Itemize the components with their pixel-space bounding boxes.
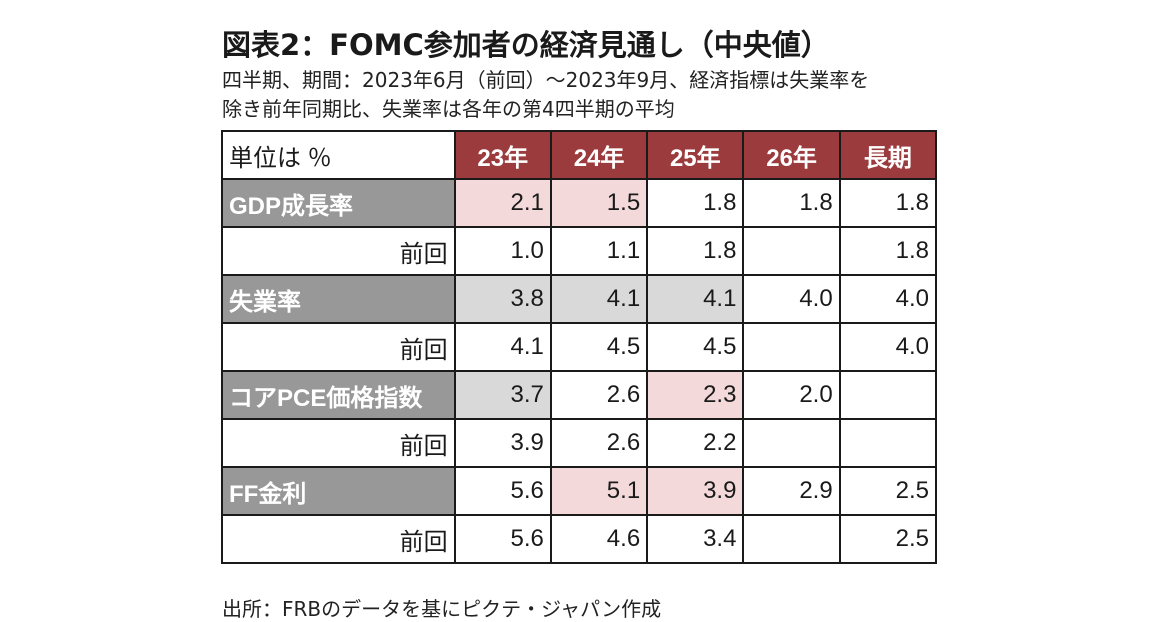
table-row: GDP成長率 2.1 1.5 1.8 1.8 1.8 [221, 178, 938, 228]
value-cell: 2.5 [838, 514, 938, 564]
value-cell [838, 418, 938, 468]
value-cell: 2.3 [646, 370, 745, 420]
value-cell [742, 514, 841, 564]
value-cell: 4.6 [549, 514, 649, 564]
value-cell: 4.1 [549, 274, 649, 324]
value-cell: 4.1 [646, 274, 745, 324]
column-header: 長期 [838, 130, 938, 180]
value-cell: 2.6 [549, 370, 649, 420]
value-cell: 1.5 [549, 178, 649, 228]
value-cell: 1.8 [646, 178, 745, 228]
value-cell: 4.0 [838, 274, 938, 324]
value-cell: 1.8 [838, 178, 938, 228]
column-header: 24年 [549, 130, 649, 180]
value-cell: 4.1 [453, 322, 552, 372]
value-cell [838, 370, 938, 420]
value-cell: 1.8 [838, 226, 938, 276]
fomc-projections-table: 単位は ％ 23年 24年 25年 26年 長期 GDP成長率 2.1 1.5 1.8… [221, 130, 938, 564]
value-cell: 4.0 [838, 322, 938, 372]
value-cell [742, 322, 841, 372]
value-cell: 5.1 [549, 466, 649, 516]
value-cell: 5.6 [453, 514, 552, 564]
value-cell: 4.0 [742, 274, 841, 324]
indicator-label: GDP成長率 [221, 178, 456, 228]
previous-label: 前回 [221, 514, 456, 564]
value-cell: 1.8 [646, 226, 745, 276]
previous-label: 前回 [221, 322, 456, 372]
value-cell: 3.9 [646, 466, 745, 516]
table-row: コアPCE価格指数 3.7 2.6 2.3 2.0 [221, 370, 938, 420]
previous-label: 前回 [221, 226, 456, 276]
figure-title: 図表2：FOMC参加者の経済見通し（中央値） [222, 28, 830, 62]
value-cell: 2.9 [742, 466, 841, 516]
table-row: 前回 3.9 2.6 2.2 [221, 418, 938, 468]
subtitle-line-1: 四半期、期間：2023年6月（前回）～2023年9月、経済指標は失業率を [222, 68, 870, 92]
value-cell: 4.5 [549, 322, 649, 372]
value-cell: 1.8 [742, 178, 841, 228]
value-cell: 2.1 [453, 178, 552, 228]
value-cell: 1.1 [549, 226, 649, 276]
column-header: 23年 [453, 130, 552, 180]
indicator-label: 失業率 [221, 274, 456, 324]
value-cell: 5.6 [453, 466, 552, 516]
value-cell: 3.9 [453, 418, 552, 468]
indicator-label: コアPCE価格指数 [221, 370, 456, 420]
table-row: 失業率 3.8 4.1 4.1 4.0 4.0 [221, 274, 938, 324]
table-row: 前回 5.6 4.6 3.4 2.5 [221, 514, 938, 564]
source-note: 出所：FRBのデータを基にピクテ・ジャパン作成 [222, 597, 662, 621]
column-header: 25年 [646, 130, 745, 180]
value-cell: 3.7 [453, 370, 552, 420]
value-cell: 2.5 [838, 466, 938, 516]
unit-label: 単位は ％ [221, 130, 456, 180]
value-cell: 2.0 [742, 370, 841, 420]
value-cell: 1.0 [453, 226, 552, 276]
value-cell [742, 418, 841, 468]
value-cell: 2.6 [549, 418, 649, 468]
value-cell: 4.5 [646, 322, 745, 372]
value-cell: 2.2 [646, 418, 745, 468]
table-row: 前回 4.1 4.5 4.5 4.0 [221, 322, 938, 372]
table-row: 前回 1.0 1.1 1.8 1.8 [221, 226, 938, 276]
table-row: FF金利 5.6 5.1 3.9 2.9 2.5 [221, 466, 938, 516]
header-row: 単位は ％ 23年 24年 25年 26年 長期 [221, 130, 938, 180]
value-cell: 3.8 [453, 274, 552, 324]
value-cell: 3.4 [646, 514, 745, 564]
value-cell [742, 226, 841, 276]
indicator-label: FF金利 [221, 466, 456, 516]
previous-label: 前回 [221, 418, 456, 468]
subtitle-line-2: 除き前年同期比、失業率は各年の第4四半期の平均 [222, 97, 675, 121]
column-header: 26年 [742, 130, 841, 180]
